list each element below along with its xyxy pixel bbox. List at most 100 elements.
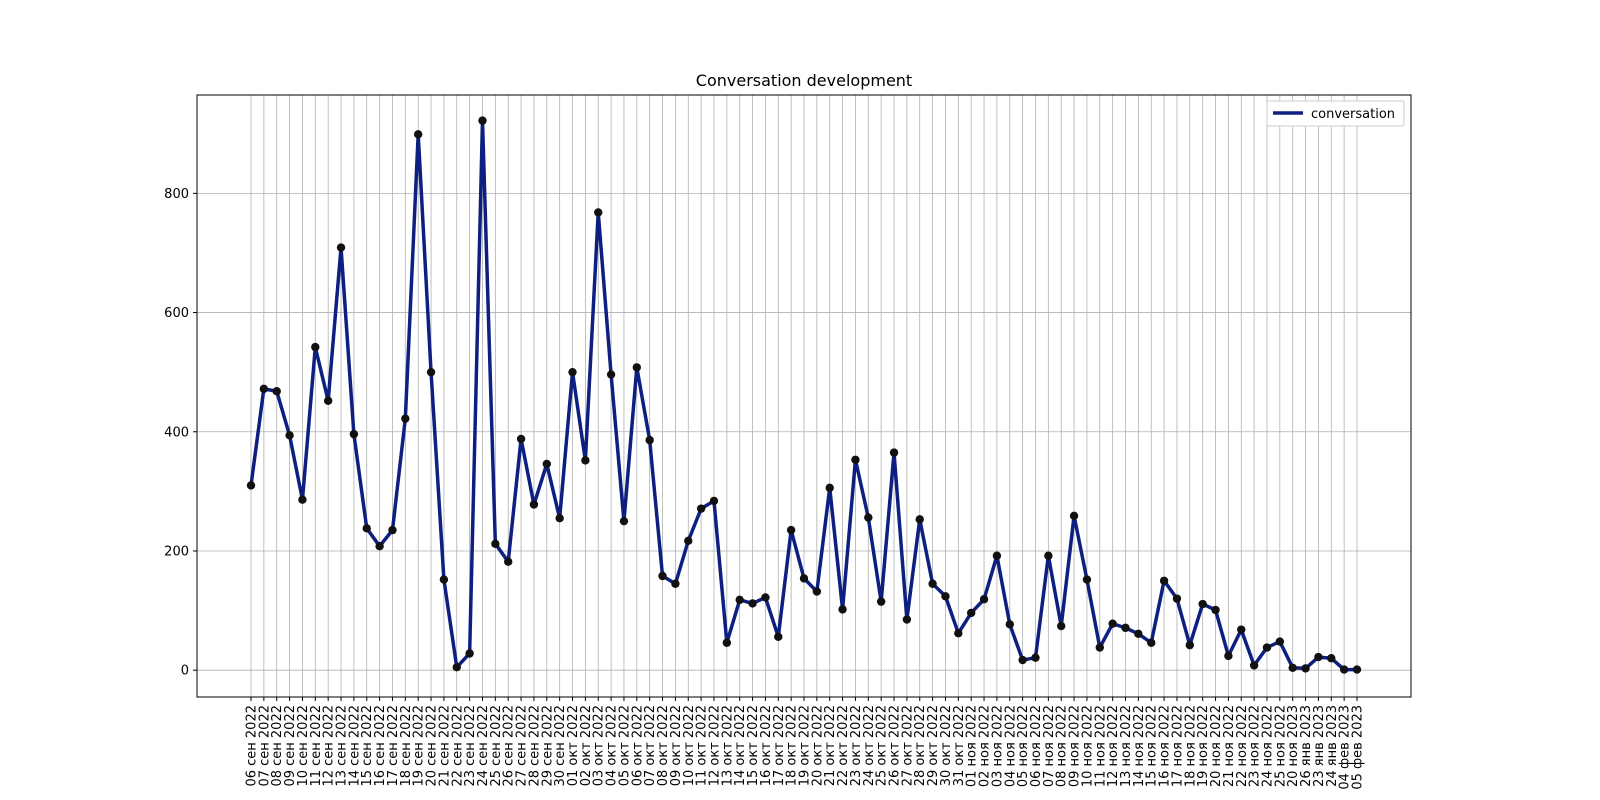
- y-axis: 0 200 400 600 800: [164, 187, 197, 679]
- x-tick-label: 07 ноя 2022: [1042, 705, 1057, 787]
- x-tick-label: 10 окт 2022: [682, 705, 697, 786]
- data-point: [478, 116, 487, 125]
- x-tick-label: 20 сен 2022: [425, 705, 440, 787]
- data-point: [1198, 599, 1207, 609]
- x-tick-label: 06 ноя 2022: [1029, 705, 1044, 787]
- x-tick-label: 25 ноя 2022: [1273, 705, 1288, 787]
- data-point: [581, 456, 590, 465]
- data-point: [413, 130, 423, 139]
- data-point: [1224, 651, 1233, 661]
- x-tick-label: 02 ноя 2022: [978, 705, 993, 787]
- x-tick-label: 14 сен 2022: [347, 705, 362, 787]
- x-tick-label: 11 ноя 2022: [1093, 705, 1108, 787]
- x-tick-label: 21 окт 2022: [823, 705, 838, 786]
- data-point: [555, 513, 564, 523]
- chart-title: Conversation development: [696, 71, 912, 90]
- data-point: [285, 431, 294, 440]
- x-tick-label: 27 сен 2022: [515, 705, 530, 787]
- data-point: [246, 481, 256, 490]
- data-point: [838, 605, 847, 614]
- x-tick-label: 26 окт 2022: [888, 705, 903, 786]
- data-point: [1172, 594, 1182, 603]
- data-point: [542, 459, 551, 469]
- data-point: [1262, 643, 1272, 652]
- data-point: [426, 367, 436, 377]
- data-point: [1327, 654, 1336, 663]
- data-point: [529, 500, 539, 509]
- data-point: [966, 608, 976, 618]
- x-tick-label: 12 сен 2022: [322, 705, 337, 787]
- x-tick-label: 17 сен 2022: [386, 705, 401, 787]
- data-point: [1134, 629, 1143, 639]
- x-tick-label: 21 сен 2022: [437, 705, 452, 787]
- x-tick-label: 12 окт 2022: [707, 705, 722, 786]
- x-tick-label: 31 окт 2022: [952, 705, 967, 786]
- data-point: [722, 638, 732, 647]
- x-tick-label: 15 окт 2022: [746, 705, 761, 786]
- data-point: [1288, 663, 1297, 672]
- x-tick-label: 21 ноя 2022: [1222, 705, 1237, 787]
- data-point: [928, 579, 937, 588]
- data-point: [349, 429, 359, 439]
- x-tick-label: 23 ноя 2022: [1248, 705, 1263, 787]
- x-tick-label: 19 ноя 2022: [1196, 705, 1211, 787]
- data-point: [774, 632, 783, 641]
- x-tick-label: 07 окт 2022: [643, 705, 658, 786]
- x-tick-label: 29 окт 2022: [926, 705, 941, 786]
- x-tick-label: 07 сен 2022: [257, 705, 272, 787]
- x-tick-label: 29 сен 2022: [540, 705, 555, 787]
- legend: conversation: [1266, 100, 1405, 127]
- data-point: [619, 516, 629, 526]
- data-point: [941, 592, 950, 601]
- data-point: [568, 367, 577, 377]
- data-point: [323, 396, 333, 405]
- data-point: [1005, 620, 1014, 629]
- data-point: [1018, 655, 1027, 665]
- x-tick-label: 01 окт 2022: [566, 705, 581, 786]
- data-point: [452, 662, 461, 672]
- data-point: [902, 615, 912, 624]
- data-point: [825, 483, 834, 492]
- x-tick-label: 30 окт 2022: [939, 705, 954, 786]
- x-tick-label: 24 янв 2023: [1325, 705, 1340, 787]
- data-point: [748, 599, 757, 608]
- data-point: [272, 387, 281, 396]
- x-tick-label: 20 ноя 2022: [1209, 705, 1224, 787]
- data-point: [1095, 643, 1104, 652]
- x-tick-label: 10 ноя 2022: [1080, 705, 1095, 787]
- x-tick-label: 26 сен 2022: [502, 705, 517, 787]
- data-point: [1069, 511, 1079, 521]
- x-tick-label: 17 ноя 2022: [1170, 705, 1185, 787]
- data-point: [259, 384, 269, 394]
- data-point: [606, 370, 616, 379]
- data-point: [1121, 623, 1130, 633]
- data-point: [1044, 551, 1053, 560]
- y-tick-label: 0: [181, 664, 189, 679]
- data-point: [979, 595, 989, 604]
- x-tick-label: 05 ноя 2022: [1016, 705, 1031, 787]
- x-tick-label: 23 янв 2023: [1312, 705, 1327, 787]
- x-tick-label: 23 окт 2022: [849, 705, 864, 786]
- x-tick-label: 13 ноя 2022: [1119, 705, 1134, 787]
- x-tick-label: 24 окт 2022: [862, 705, 877, 786]
- x-tick-label: 14 ноя 2022: [1132, 705, 1147, 787]
- x-tick-label: 26 янв 2023: [1299, 705, 1314, 787]
- x-tick-label: 28 сен 2022: [527, 705, 542, 787]
- data-point: [1185, 640, 1195, 650]
- data-point: [504, 557, 513, 566]
- y-tick-label: 600: [164, 306, 189, 321]
- data-point: [336, 243, 346, 252]
- data-point: [465, 649, 474, 658]
- x-tick-label: 27 окт 2022: [900, 705, 915, 786]
- data-point: [401, 414, 410, 423]
- data-point: [889, 448, 899, 457]
- data-point: [851, 455, 860, 464]
- x-tick-label: 04 ноя 2022: [1003, 705, 1018, 787]
- x-tick-label: 17 окт 2022: [772, 705, 787, 786]
- x-tick-label: 22 ноя 2022: [1235, 705, 1250, 787]
- data-point: [671, 579, 680, 588]
- data-point: [1057, 621, 1066, 631]
- x-tick-label: 11 окт 2022: [695, 705, 710, 786]
- legend-label-conversation: conversation: [1311, 107, 1395, 122]
